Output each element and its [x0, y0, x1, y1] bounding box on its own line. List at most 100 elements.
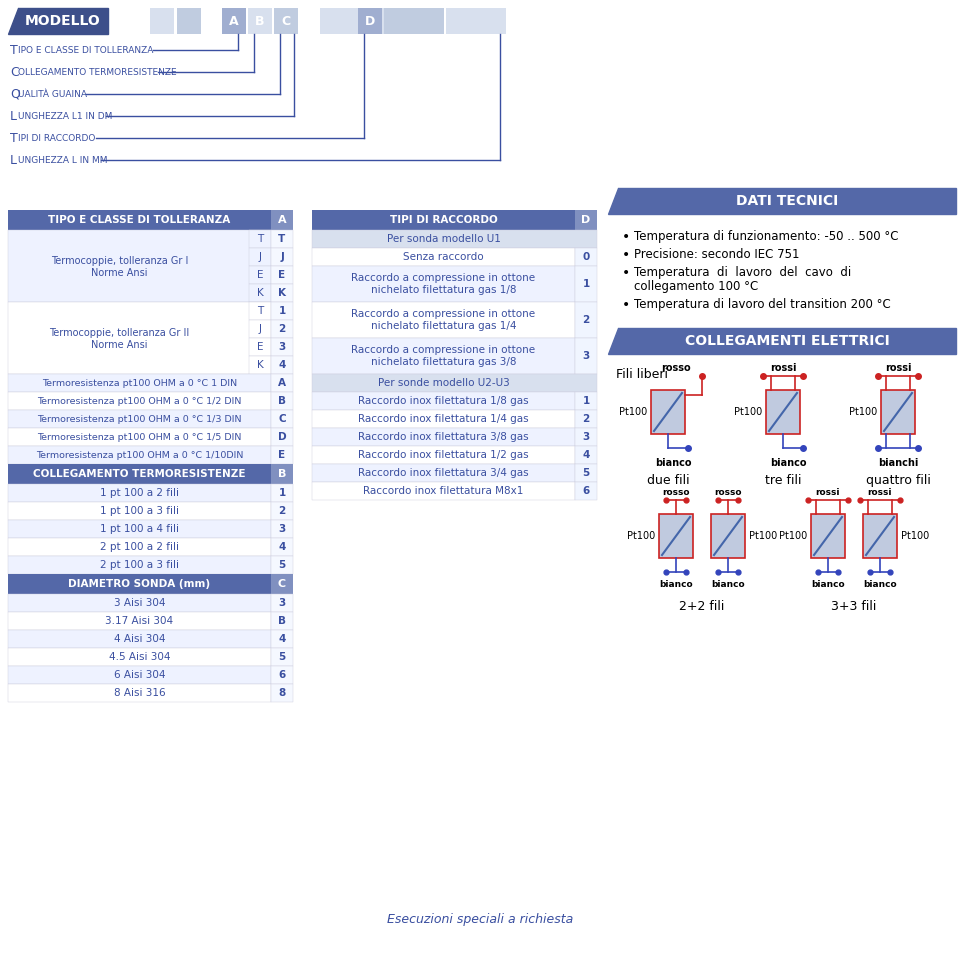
Text: 3: 3: [279, 524, 285, 534]
Bar: [312, 374, 597, 392]
Text: 3+3 fili: 3+3 fili: [831, 600, 876, 613]
Text: nichelato filettatura gas 1/8: nichelato filettatura gas 1/8: [371, 285, 516, 295]
Bar: [575, 428, 597, 446]
Bar: [811, 514, 845, 558]
Text: 5: 5: [279, 652, 285, 662]
Bar: [271, 484, 293, 502]
Text: 3: 3: [279, 342, 285, 352]
Bar: [575, 392, 597, 410]
Text: Pt100: Pt100: [749, 531, 777, 541]
Bar: [271, 684, 293, 702]
Bar: [8, 428, 271, 446]
Bar: [8, 594, 271, 612]
Bar: [249, 320, 271, 338]
Bar: [274, 8, 298, 34]
Text: K: K: [257, 360, 263, 370]
Bar: [659, 514, 693, 558]
Text: DATI TECNICI: DATI TECNICI: [736, 194, 838, 208]
Bar: [575, 210, 597, 230]
Text: 3 Aisi 304: 3 Aisi 304: [113, 598, 165, 608]
Text: 4: 4: [279, 360, 285, 370]
Text: collegamento 100 °C: collegamento 100 °C: [634, 280, 758, 293]
Text: 2: 2: [582, 414, 590, 424]
Bar: [863, 514, 897, 558]
Polygon shape: [8, 8, 108, 34]
Bar: [271, 410, 293, 428]
Text: 5: 5: [582, 468, 590, 478]
Text: Termocoppie, tolleranza Gr I: Termocoppie, tolleranza Gr I: [51, 256, 188, 266]
Text: bianco: bianco: [863, 580, 897, 589]
Bar: [8, 520, 271, 538]
Bar: [271, 356, 293, 374]
Text: Termoresistenza pt100 OHM a 0 °C 1/5 DIN: Termoresistenza pt100 OHM a 0 °C 1/5 DIN: [37, 432, 241, 442]
Text: B: B: [278, 469, 286, 479]
Text: bianco: bianco: [770, 458, 806, 468]
Text: Esecuzioni speciali a richiesta: Esecuzioni speciali a richiesta: [387, 914, 573, 926]
Bar: [312, 428, 575, 446]
Text: 3: 3: [279, 598, 285, 608]
Text: T: T: [10, 44, 17, 56]
Text: Raccordo a compressione in ottone: Raccordo a compressione in ottone: [352, 345, 535, 355]
Bar: [271, 338, 293, 356]
Text: Q: Q: [10, 88, 20, 100]
Bar: [271, 538, 293, 556]
Bar: [271, 302, 293, 320]
Bar: [8, 484, 271, 502]
Bar: [384, 8, 444, 34]
Bar: [271, 666, 293, 684]
Bar: [249, 248, 271, 266]
Bar: [575, 248, 597, 266]
Text: 1: 1: [582, 396, 590, 406]
Text: 1: 1: [279, 306, 285, 316]
Text: 8: 8: [279, 688, 285, 698]
Bar: [312, 446, 575, 464]
Text: Pt100: Pt100: [619, 407, 647, 417]
Text: Raccordo inox filettatura 1/8 gas: Raccordo inox filettatura 1/8 gas: [358, 396, 529, 406]
Text: UNGHEZZA L IN MM: UNGHEZZA L IN MM: [18, 156, 108, 164]
Text: MODELLO: MODELLO: [25, 14, 101, 28]
Text: J: J: [259, 324, 261, 334]
Text: L: L: [10, 110, 17, 122]
Bar: [150, 8, 174, 34]
Text: Pt100: Pt100: [734, 407, 762, 417]
Text: A: A: [229, 14, 239, 28]
Text: nichelato filettatura gas 3/8: nichelato filettatura gas 3/8: [371, 357, 516, 367]
Text: bianco: bianco: [711, 580, 745, 589]
Text: 3: 3: [582, 351, 590, 361]
Text: 4 Aisi 304: 4 Aisi 304: [113, 634, 165, 644]
Bar: [651, 390, 685, 434]
Text: 4: 4: [279, 542, 285, 552]
Text: Pt100: Pt100: [849, 407, 877, 417]
Bar: [575, 266, 597, 302]
Bar: [249, 284, 271, 302]
Bar: [8, 464, 271, 484]
Text: B: B: [278, 396, 286, 406]
Text: nichelato filettatura gas 1/4: nichelato filettatura gas 1/4: [371, 321, 516, 331]
Bar: [271, 574, 293, 594]
Bar: [271, 612, 293, 630]
Text: Termocoppie, tolleranza Gr II: Termocoppie, tolleranza Gr II: [49, 328, 189, 338]
Bar: [312, 266, 575, 302]
Text: TIPO E CLASSE DI TOLLERANZA: TIPO E CLASSE DI TOLLERANZA: [48, 215, 231, 225]
Text: D: D: [365, 14, 375, 28]
Text: 1: 1: [279, 488, 285, 498]
Bar: [8, 666, 271, 684]
Bar: [249, 356, 271, 374]
Text: E: E: [279, 270, 285, 280]
Text: D: D: [581, 215, 591, 225]
Text: B: B: [278, 616, 286, 626]
Text: 2 pt 100 a 2 fili: 2 pt 100 a 2 fili: [100, 542, 179, 552]
Text: rosso: rosso: [714, 488, 742, 496]
Bar: [271, 556, 293, 574]
Bar: [271, 248, 293, 266]
Bar: [575, 302, 597, 338]
Text: bianco: bianco: [811, 580, 845, 589]
Text: Temperatura di lavoro del transition 200 °C: Temperatura di lavoro del transition 200…: [634, 298, 891, 311]
Bar: [312, 302, 575, 338]
Bar: [271, 284, 293, 302]
Text: C: C: [282, 14, 290, 28]
Bar: [8, 210, 271, 230]
Text: C: C: [278, 579, 286, 589]
Text: rosso: rosso: [661, 363, 691, 373]
Text: Raccordo inox filettatura M8x1: Raccordo inox filettatura M8x1: [363, 486, 524, 496]
